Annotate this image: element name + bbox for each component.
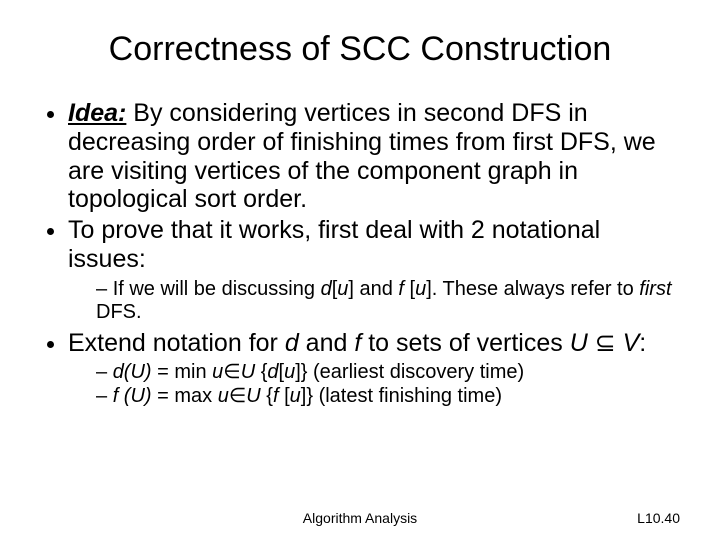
t: { (255, 361, 267, 383)
t: ]} (latest finishing time) (301, 385, 502, 407)
t: { (261, 385, 273, 407)
bullet-extend: Extend notation for d and f to sets of v… (68, 329, 680, 409)
subset-symbol: ⊆ (588, 329, 623, 357)
first-word: first (639, 278, 671, 300)
t: If we will be discussing (113, 278, 321, 300)
d-var: d (285, 329, 299, 357)
sub-du-fu: If we will be discussing d[u] and f [u].… (96, 278, 680, 325)
sub-list-2: d(U) = min u∈U {d[u]} (earliest discover… (68, 361, 680, 408)
U-var: U (570, 329, 588, 357)
t: ]} (earliest discovery time) (295, 361, 524, 383)
footer-center: Algorithm Analysis (303, 510, 417, 526)
t: [ (279, 385, 290, 407)
u-var: u (218, 385, 229, 407)
t: to sets of vertices (361, 329, 569, 357)
d-var: d (267, 361, 278, 383)
t: ] and (348, 278, 398, 300)
u-var: u (212, 361, 223, 383)
dU: d(U) (113, 361, 152, 383)
prove-text: To prove that it works, first deal with … (68, 216, 600, 273)
footer-right: L10.40 (637, 510, 680, 526)
bullet-list: Idea: By considering vertices in second … (40, 99, 680, 409)
sub-fU: f (U) = max u∈U {f [u]} (latest finishin… (96, 385, 680, 409)
u-var: u (415, 278, 426, 300)
bullet-prove: To prove that it works, first deal with … (68, 216, 680, 325)
t: [ (404, 278, 415, 300)
in-symbol: ∈ (223, 361, 240, 383)
slide: Correctness of SCC Construction Idea: By… (0, 0, 720, 540)
slide-title: Correctness of SCC Construction (40, 30, 680, 69)
t: = min (152, 361, 213, 383)
idea-label: Idea: (68, 99, 126, 127)
t: DFS. (96, 301, 142, 323)
U-var: U (246, 385, 260, 407)
bullet-idea: Idea: By considering vertices in second … (68, 99, 680, 214)
t: = max (152, 385, 218, 407)
t: and (299, 329, 355, 357)
d-var: d (321, 278, 332, 300)
sub-list-1: If we will be discussing d[u] and f [u].… (68, 278, 680, 325)
t: : (639, 329, 646, 357)
u-var: u (290, 385, 301, 407)
V-var: V (623, 329, 640, 357)
fU: f (U) (113, 385, 152, 407)
U-var: U (241, 361, 255, 383)
u-var: u (284, 361, 295, 383)
idea-text: By considering vertices in second DFS in… (68, 99, 656, 213)
u-var: u (337, 278, 348, 300)
sub-dU: d(U) = min u∈U {d[u]} (earliest discover… (96, 361, 680, 385)
in-symbol: ∈ (229, 385, 246, 407)
t: ]. These always refer to (426, 278, 639, 300)
footer: Algorithm Analysis L10.40 (0, 510, 720, 526)
t: Extend notation for (68, 329, 285, 357)
